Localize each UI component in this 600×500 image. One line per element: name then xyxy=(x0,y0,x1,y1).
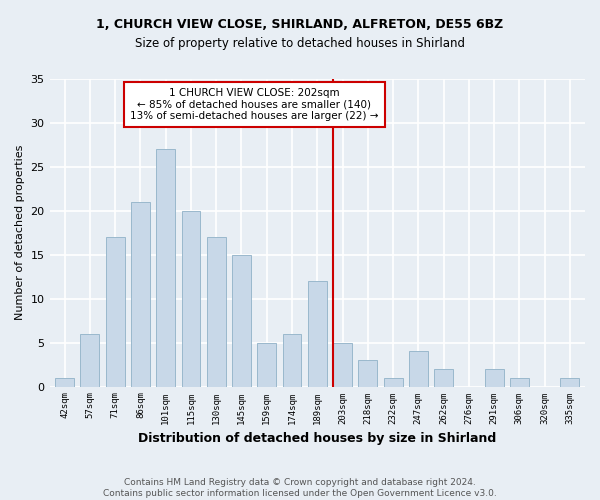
Bar xyxy=(434,369,453,386)
Bar xyxy=(485,369,503,386)
Bar xyxy=(182,211,200,386)
Bar xyxy=(383,378,403,386)
Bar xyxy=(358,360,377,386)
Bar xyxy=(80,334,100,386)
Text: 1, CHURCH VIEW CLOSE, SHIRLAND, ALFRETON, DE55 6BZ: 1, CHURCH VIEW CLOSE, SHIRLAND, ALFRETON… xyxy=(97,18,503,30)
Text: Contains HM Land Registry data © Crown copyright and database right 2024.
Contai: Contains HM Land Registry data © Crown c… xyxy=(103,478,497,498)
Bar xyxy=(409,352,428,386)
Bar xyxy=(560,378,580,386)
Bar xyxy=(232,254,251,386)
Bar xyxy=(207,237,226,386)
Bar xyxy=(333,342,352,386)
Bar xyxy=(55,378,74,386)
Bar xyxy=(257,342,276,386)
Bar xyxy=(308,281,327,386)
X-axis label: Distribution of detached houses by size in Shirland: Distribution of detached houses by size … xyxy=(138,432,496,445)
Y-axis label: Number of detached properties: Number of detached properties xyxy=(15,145,25,320)
Text: Size of property relative to detached houses in Shirland: Size of property relative to detached ho… xyxy=(135,38,465,51)
Text: 1 CHURCH VIEW CLOSE: 202sqm
← 85% of detached houses are smaller (140)
13% of se: 1 CHURCH VIEW CLOSE: 202sqm ← 85% of det… xyxy=(130,88,379,121)
Bar xyxy=(156,150,175,386)
Bar xyxy=(510,378,529,386)
Bar xyxy=(106,237,125,386)
Bar xyxy=(131,202,150,386)
Bar xyxy=(283,334,301,386)
